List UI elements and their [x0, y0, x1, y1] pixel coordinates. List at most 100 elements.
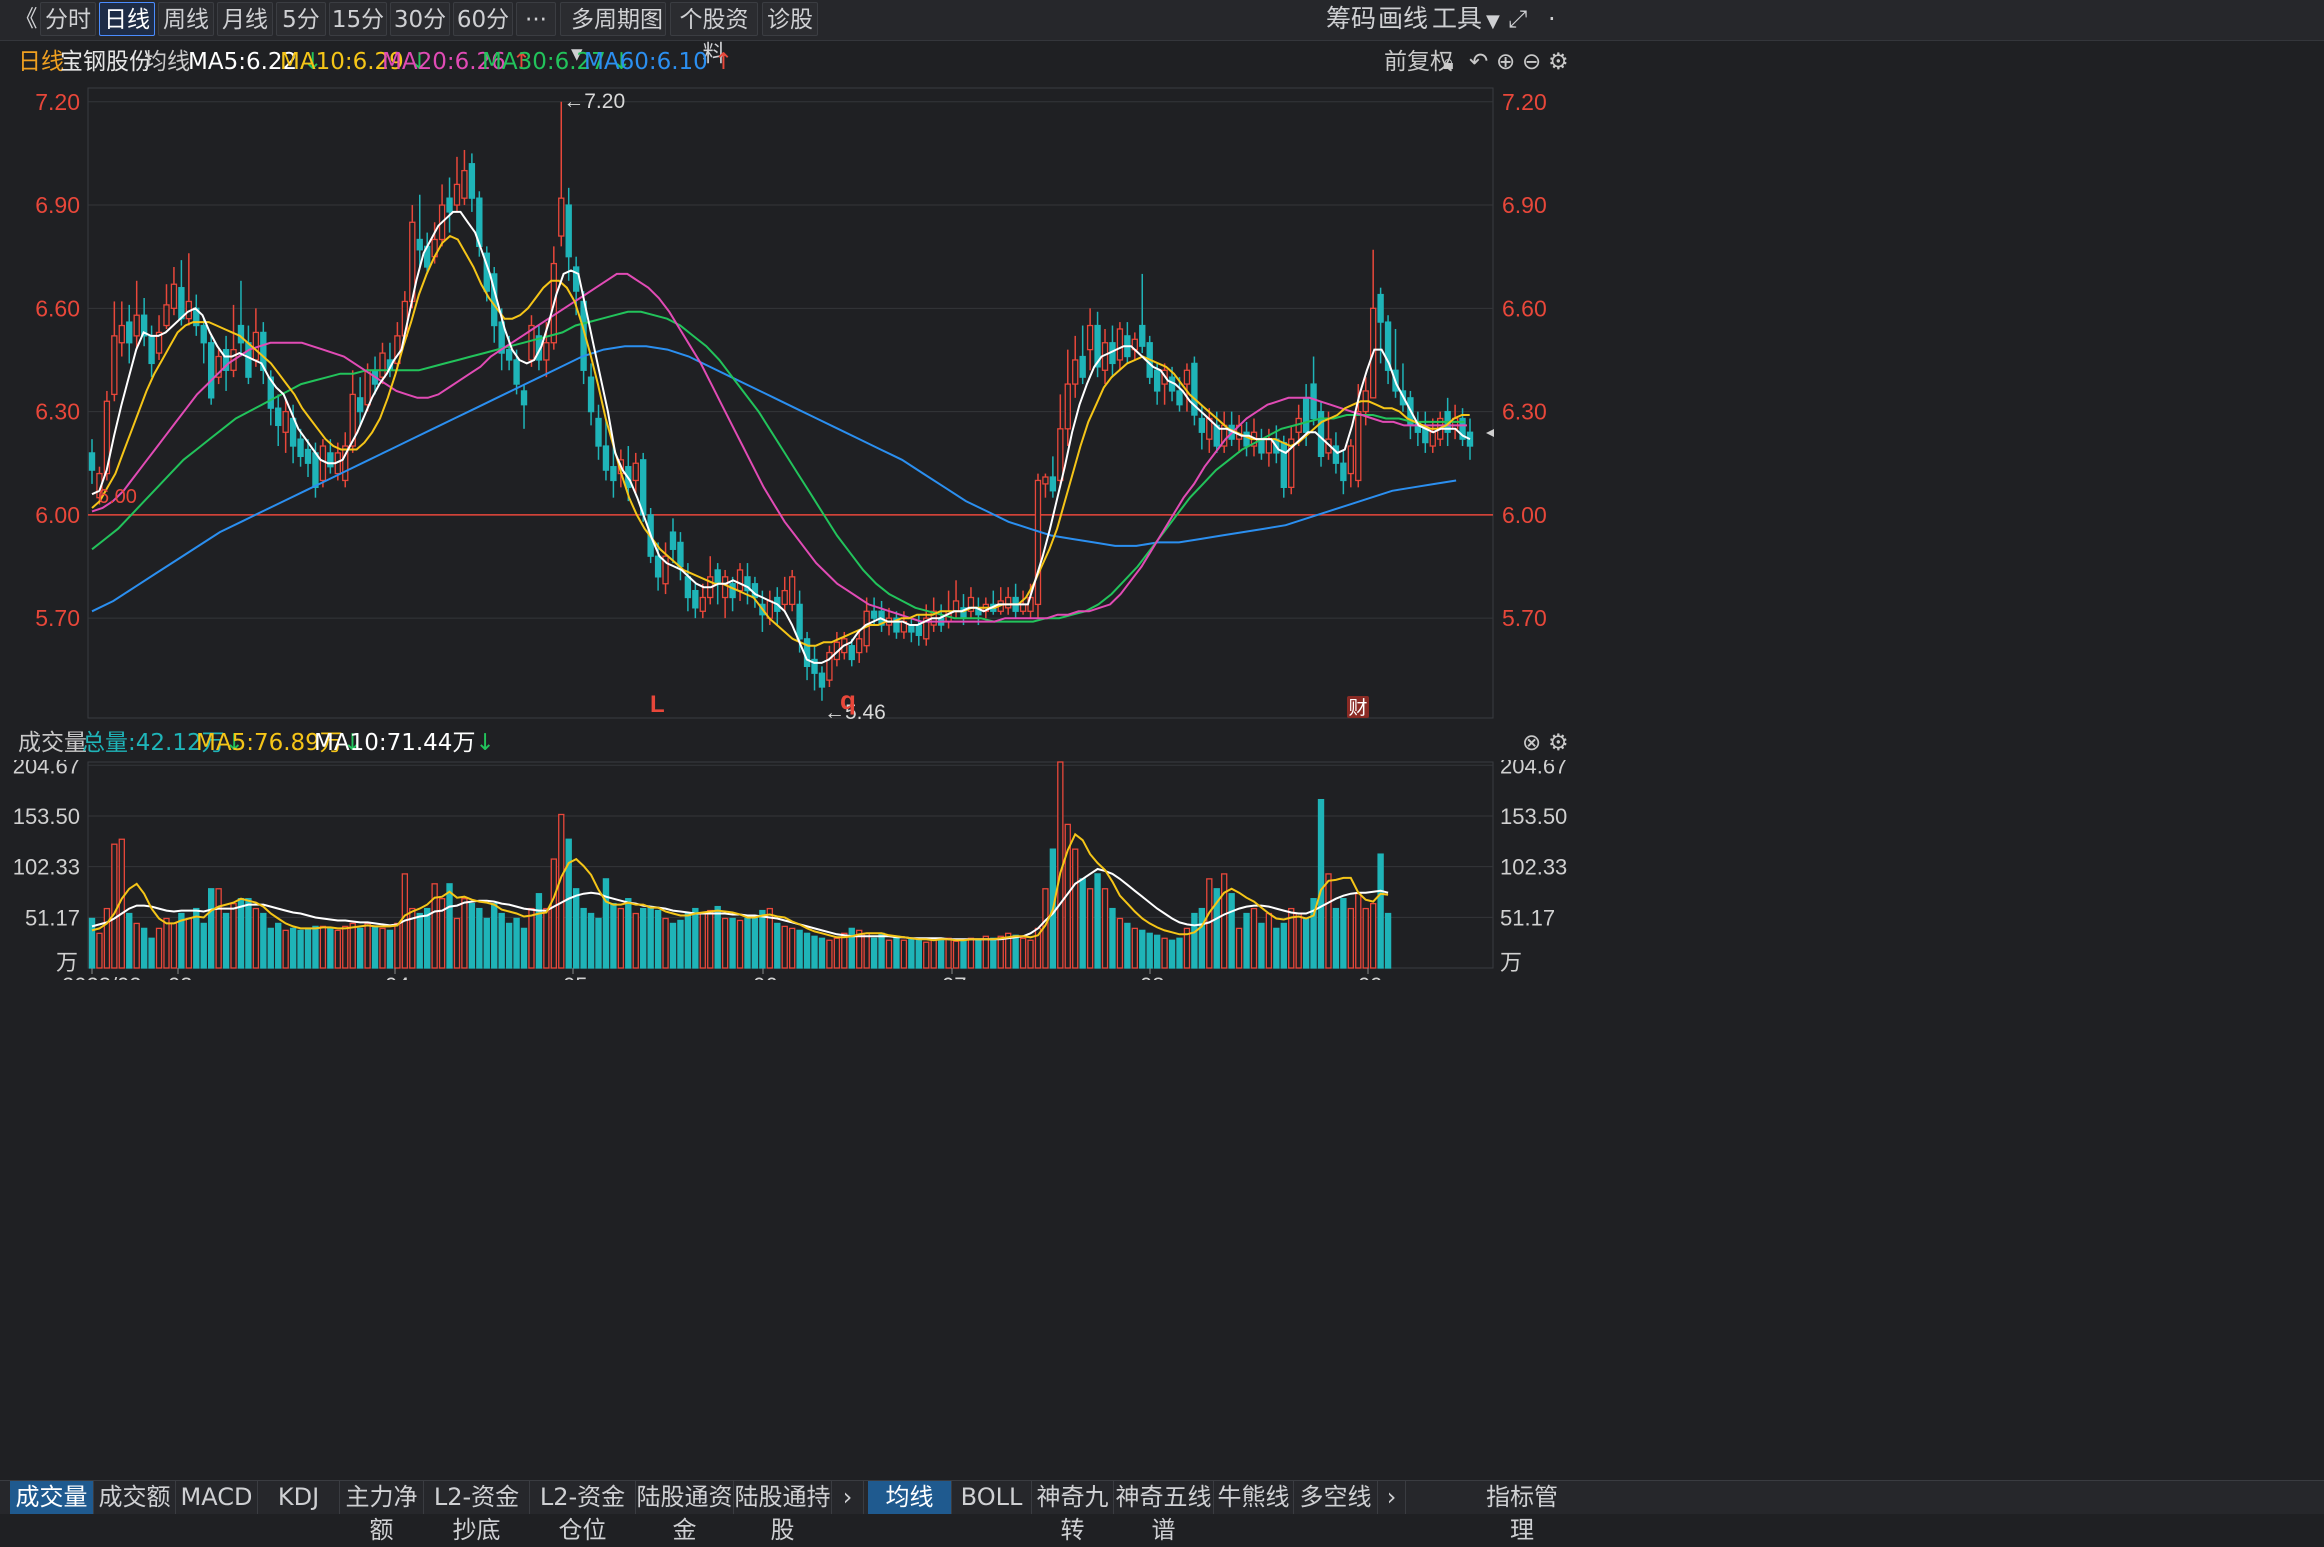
tab-l2-position[interactable]: L2-资金仓位: [530, 1481, 636, 1544]
tab-macd[interactable]: MACD: [176, 1481, 258, 1514]
volume-bar-up: [409, 907, 416, 969]
volume-bar-down: [483, 917, 490, 969]
x-tick-label: 08: [1140, 973, 1164, 980]
volume-bar-down: [126, 912, 133, 969]
candle-up: [923, 617, 930, 640]
volume-bar-up: [438, 898, 446, 969]
volume-bar-down: [684, 912, 692, 969]
volume-bar-up: [1027, 939, 1034, 969]
price-chart[interactable]: 7.20 7.20 6.90 6.90 6.60 6.60 6.30 6.30 6.00 6.00…: [0, 82, 2324, 722]
volume-bar-up: [967, 937, 975, 969]
candle-down: [572, 266, 580, 292]
tab-volume[interactable]: 成交量: [10, 1481, 94, 1514]
ma5-text: MA5:6.22: [188, 49, 298, 75]
chevron-right-icon[interactable]: ›: [1378, 1481, 1406, 1514]
tab-main-net[interactable]: 主力净额: [340, 1481, 424, 1544]
gear-icon[interactable]: ⚙: [1548, 730, 1569, 756]
volume-bar-up: [133, 922, 140, 969]
ma5-value: MA5:6.22 ↓: [188, 42, 328, 82]
price-labels: 7.20 7.20 6.90 6.90 6.60 6.60 6.30 6.30 6.00 6.00…: [35, 89, 1547, 722]
volume-bar-down: [975, 939, 982, 969]
candle-down: [1459, 417, 1466, 440]
expand-icon[interactable]: ⤢: [1508, 5, 1528, 33]
more-periods-button[interactable]: ···: [516, 2, 556, 36]
candle-down: [803, 638, 811, 668]
period-tab-5min[interactable]: 5分: [276, 2, 326, 36]
period-tab-minute[interactable]: 分时: [40, 2, 96, 36]
candle-up: [1072, 359, 1079, 385]
volume-chart[interactable]: 204.67 204.67 153.50 153.50 102.33 102.33 51.1…: [0, 760, 2324, 980]
volume-bar-down: [289, 927, 297, 969]
tab-long-short[interactable]: 多空线: [1294, 1481, 1378, 1514]
candle-up: [155, 331, 163, 354]
lock-icon[interactable]: 🔒︎: [1443, 50, 1454, 74]
gear-icon[interactable]: ⚙: [1548, 49, 1569, 75]
period-tab-15min[interactable]: 15分: [329, 2, 387, 36]
tab-magic-five[interactable]: 神奇五线谱: [1114, 1481, 1214, 1544]
volume-bar-up: [379, 927, 386, 969]
candle-down: [848, 645, 855, 661]
candle-down: [237, 324, 245, 344]
candle-down: [677, 541, 684, 568]
candle-up: [736, 569, 744, 592]
volume-bar-down: [1094, 873, 1101, 969]
stock-profile-button[interactable]: 个股资料: [670, 2, 758, 67]
candle-down: [870, 610, 878, 619]
adjust-mode-button[interactable]: 前复权: [1384, 49, 1453, 75]
arrow-down-icon: ↓: [611, 49, 632, 75]
volume-bar-down: [245, 898, 252, 969]
volume-bar-up: [1288, 907, 1295, 969]
tab-hk-connect-hold[interactable]: 陆股通持股: [734, 1481, 832, 1544]
tab-boll[interactable]: BOLL: [952, 1481, 1032, 1514]
volume-ma5: MA5:76.89万↓: [196, 724, 362, 762]
tab-hk-connect-flow[interactable]: 陆股通资金: [636, 1481, 734, 1544]
chevron-right-icon[interactable]: ›: [832, 1481, 864, 1514]
period-tab-30min[interactable]: 30分: [390, 2, 450, 36]
volume-bars-layer: [88, 761, 1392, 969]
close-icon[interactable]: ⊗: [1522, 730, 1542, 756]
period-tab-weekly[interactable]: 周线: [158, 2, 214, 36]
period-tab-daily[interactable]: 日线: [99, 2, 155, 36]
draw-line-button[interactable]: 画线: [1378, 4, 1429, 33]
period-tab-monthly[interactable]: 月线: [217, 2, 273, 36]
volume-bar-down: [565, 838, 572, 969]
indicator-manage-button[interactable]: 指标管理: [1486, 1483, 1558, 1544]
period-tab-60min[interactable]: 60分: [453, 2, 513, 36]
diagnose-button[interactable]: 诊股: [762, 2, 818, 36]
volume-bar-down: [446, 883, 453, 969]
ma60-text: MA60:6.10: [584, 49, 708, 75]
tools-button[interactable]: 工具 ▼: [1432, 2, 1500, 36]
candle-down: [1384, 321, 1392, 371]
volume-bar-up: [1019, 937, 1027, 969]
zoom-in-icon[interactable]: ⊕: [1496, 49, 1516, 75]
volume-bar-up: [1221, 873, 1228, 969]
volume-bar-down: [200, 922, 207, 969]
tab-ma[interactable]: 均线: [868, 1481, 952, 1514]
volume-bar-up: [1116, 917, 1124, 969]
tab-bull-bear[interactable]: 牛熊线: [1214, 1481, 1294, 1514]
volume-bar-down: [1377, 853, 1384, 969]
candle-up: [788, 576, 796, 606]
arrow-down-icon: ↓: [303, 49, 323, 75]
zoom-out-icon[interactable]: ⊖: [1522, 49, 1542, 75]
volume-bar-down: [304, 927, 312, 969]
tab-l2-bottom[interactable]: L2-资金抄底: [424, 1481, 530, 1544]
tab-kdj[interactable]: KDJ: [258, 1481, 340, 1514]
volume-bar-down: [759, 909, 766, 969]
ma-indicator-label[interactable]: 均线: [144, 49, 190, 75]
candle-up: [453, 183, 461, 206]
volume-bar-down: [148, 937, 155, 969]
collapse-left-icon[interactable]: 《: [14, 6, 38, 32]
tab-turnover[interactable]: 成交额: [94, 1481, 176, 1514]
chips-button[interactable]: 筹码: [1326, 4, 1377, 33]
candle-down: [126, 321, 133, 344]
volume-bar-down: [572, 888, 580, 969]
tab-magic-nine[interactable]: 神奇九转: [1032, 1481, 1114, 1544]
multi-period-button[interactable]: 多周期图 ▾: [560, 2, 666, 67]
volume-bar-up: [1235, 927, 1243, 969]
more-icon[interactable]: ·: [1548, 5, 1556, 33]
undo-icon[interactable]: ↶: [1469, 49, 1489, 75]
arrow-up-icon: ↑: [713, 49, 734, 75]
volume-bar-up: [96, 932, 103, 969]
ma60-line: [91, 345, 1457, 613]
